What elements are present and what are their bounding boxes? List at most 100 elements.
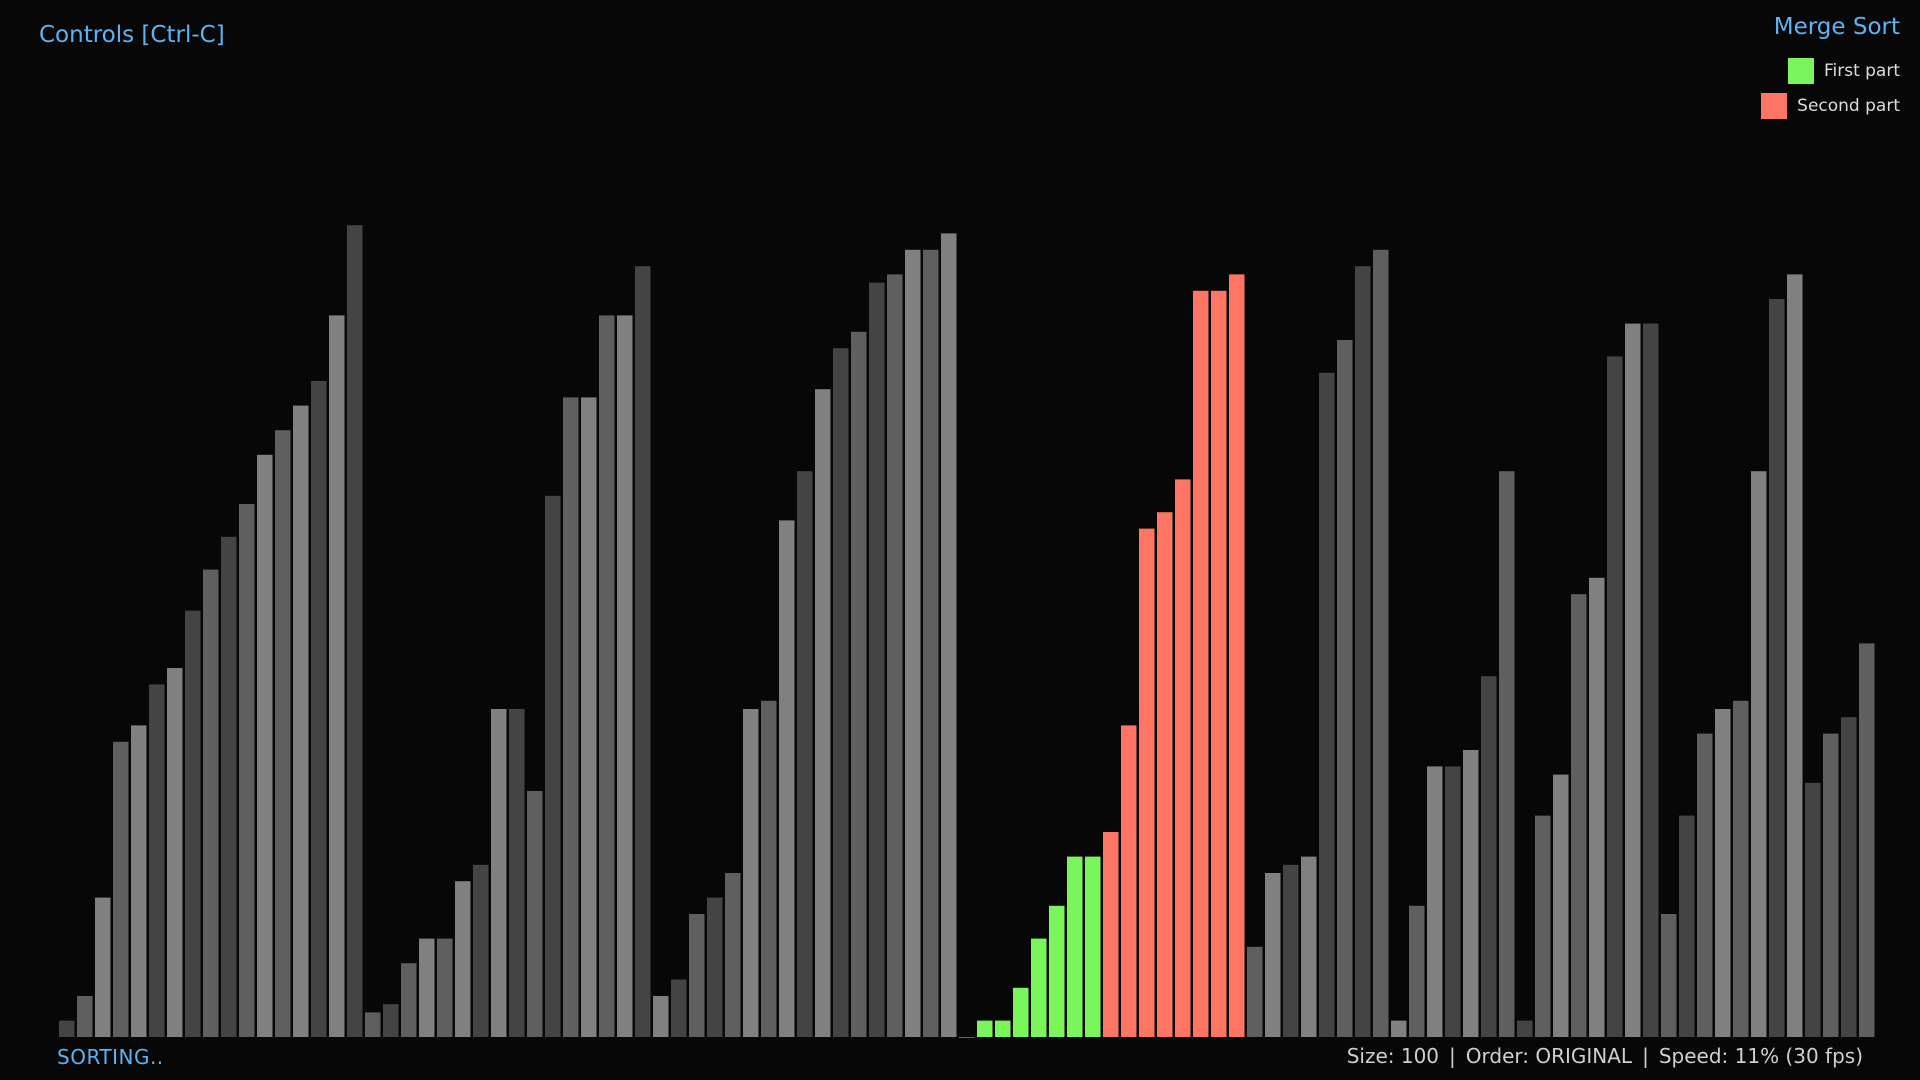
bar-12 bbox=[275, 430, 291, 1037]
bar-15 bbox=[329, 315, 345, 1037]
bar-62 bbox=[1175, 479, 1191, 1037]
speed-info: Speed: 11% (30 fps) bbox=[1658, 1044, 1863, 1068]
bar-26 bbox=[527, 791, 543, 1037]
bar-25 bbox=[509, 709, 525, 1037]
bar-50 bbox=[959, 1037, 975, 1038]
bar-29 bbox=[581, 397, 597, 1037]
bar-42 bbox=[815, 389, 831, 1037]
bar-67 bbox=[1265, 873, 1281, 1037]
legend-swatch-first-part bbox=[1787, 58, 1814, 84]
bar-32 bbox=[635, 266, 651, 1037]
bar-93 bbox=[1733, 700, 1749, 1037]
bar-46 bbox=[887, 274, 903, 1037]
bar-61 bbox=[1157, 512, 1173, 1037]
bar-13 bbox=[293, 405, 309, 1038]
bar-51 bbox=[977, 1020, 993, 1037]
bar-49 bbox=[941, 233, 957, 1037]
bar-73 bbox=[1373, 249, 1389, 1038]
controls-link[interactable]: Controls [Ctrl-C] bbox=[39, 22, 225, 48]
bar-87 bbox=[1625, 323, 1641, 1038]
bar-33 bbox=[653, 996, 669, 1037]
bar-58 bbox=[1103, 832, 1119, 1037]
bar-75 bbox=[1409, 905, 1425, 1037]
bar-78 bbox=[1463, 750, 1479, 1037]
bar-40 bbox=[779, 520, 795, 1037]
bar-84 bbox=[1571, 594, 1587, 1037]
bar-30 bbox=[599, 315, 615, 1037]
bar-41 bbox=[797, 471, 813, 1037]
bar-8 bbox=[203, 569, 219, 1037]
bar-4 bbox=[131, 725, 147, 1037]
bar-34 bbox=[671, 979, 687, 1037]
order-info: Order: ORIGINAL bbox=[1465, 1044, 1633, 1068]
bar-79 bbox=[1481, 676, 1497, 1037]
bar-81 bbox=[1517, 1020, 1533, 1037]
bar-69 bbox=[1301, 856, 1317, 1037]
info-bar: Size: 100 | Order: ORIGINAL | Speed: 11% (30… bbox=[1347, 1044, 1863, 1068]
bar-80 bbox=[1499, 471, 1515, 1037]
bar-56 bbox=[1067, 856, 1083, 1037]
bar-94 bbox=[1751, 471, 1767, 1037]
bar-88 bbox=[1643, 323, 1659, 1038]
legend: First part Second part bbox=[1761, 58, 1900, 128]
bar-39 bbox=[761, 700, 777, 1037]
bar-83 bbox=[1553, 774, 1569, 1037]
bar-35 bbox=[689, 914, 705, 1037]
bar-59 bbox=[1121, 725, 1137, 1037]
bar-1 bbox=[77, 996, 93, 1037]
bar-45 bbox=[869, 282, 885, 1038]
bar-38 bbox=[743, 709, 759, 1037]
bar-76 bbox=[1427, 766, 1443, 1037]
bar-23 bbox=[473, 864, 489, 1037]
bar-74 bbox=[1391, 1020, 1407, 1037]
bar-21 bbox=[437, 938, 453, 1037]
bar-97 bbox=[1805, 782, 1821, 1037]
bar-52 bbox=[995, 1020, 1011, 1037]
bar-11 bbox=[257, 454, 273, 1037]
bar-63 bbox=[1193, 290, 1209, 1037]
bar-72 bbox=[1355, 266, 1371, 1037]
bar-0 bbox=[59, 1020, 75, 1037]
bar-57 bbox=[1085, 856, 1101, 1037]
bar-77 bbox=[1445, 766, 1461, 1037]
bar-43 bbox=[833, 348, 849, 1037]
bar-37 bbox=[725, 873, 741, 1037]
bar-20 bbox=[419, 938, 435, 1037]
bar-82 bbox=[1535, 815, 1551, 1037]
bar-85 bbox=[1589, 577, 1605, 1037]
bar-17 bbox=[365, 1012, 381, 1037]
legend-item-second-part: Second part bbox=[1761, 93, 1900, 119]
separator: | bbox=[1449, 1044, 1456, 1068]
bar-48 bbox=[923, 249, 939, 1038]
bar-47 bbox=[905, 249, 921, 1038]
bar-95 bbox=[1769, 299, 1785, 1037]
bar-16 bbox=[347, 225, 363, 1037]
bar-6 bbox=[167, 668, 183, 1037]
bar-60 bbox=[1139, 528, 1155, 1037]
bar-44 bbox=[851, 331, 867, 1037]
bar-36 bbox=[707, 897, 723, 1037]
bar-98 bbox=[1823, 733, 1839, 1037]
bar-22 bbox=[455, 881, 471, 1037]
bar-5 bbox=[149, 684, 165, 1037]
bar-54 bbox=[1031, 938, 1047, 1037]
algorithm-title: Merge Sort bbox=[1773, 14, 1900, 40]
bar-64 bbox=[1211, 290, 1227, 1037]
bar-86 bbox=[1607, 356, 1623, 1037]
bar-71 bbox=[1337, 340, 1353, 1037]
bar-24 bbox=[491, 709, 507, 1037]
bar-55 bbox=[1049, 905, 1065, 1037]
bar-19 bbox=[401, 963, 417, 1037]
bar-2 bbox=[95, 897, 111, 1037]
bar-53 bbox=[1013, 987, 1029, 1037]
bar-100 bbox=[1859, 643, 1875, 1037]
legend-swatch-second-part bbox=[1761, 93, 1788, 119]
legend-label-second-part: Second part bbox=[1797, 96, 1900, 116]
legend-label-first-part: First part bbox=[1823, 61, 1900, 81]
bar-89 bbox=[1661, 914, 1677, 1037]
bar-9 bbox=[221, 536, 237, 1037]
bar-14 bbox=[311, 381, 327, 1037]
bar-92 bbox=[1715, 709, 1731, 1037]
